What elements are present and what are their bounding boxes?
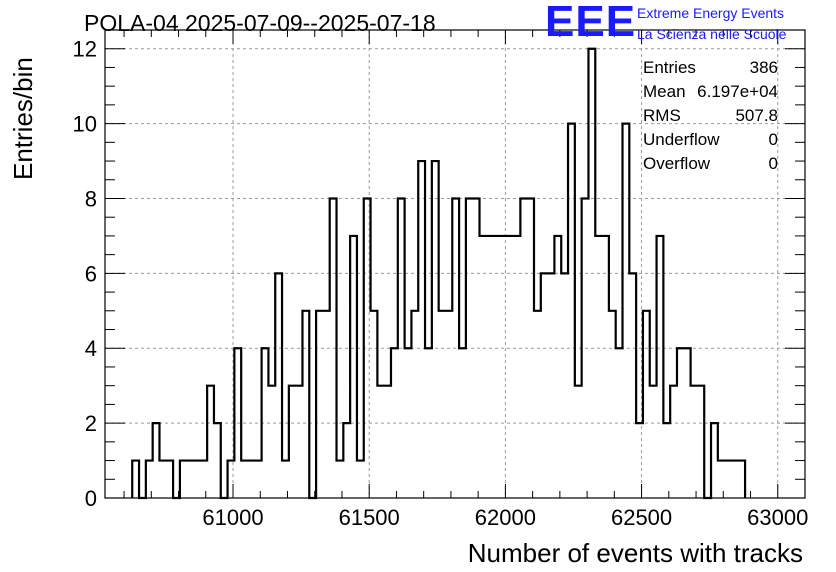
axis-ticks [105,29,806,499]
y-tick-label: 0 [85,486,97,511]
stats-label: Mean [643,82,686,101]
y-tick-label: 12 [73,37,97,62]
x-tick-label: 62500 [611,505,672,530]
x-tick-label: 62000 [475,505,536,530]
x-axis-label: Number of events with tracks [468,538,803,568]
stats-label: Underflow [643,130,720,149]
y-tick-label: 10 [73,112,97,137]
y-tick-label: 8 [85,186,97,211]
y-axis-label: Entries/bin [8,57,38,180]
y-tick-label: 4 [85,336,97,361]
tick-labels: 61000 61500 62000 62500 63000 0 2 4 6 8 10 12 [73,37,809,530]
stats-value: 0 [768,130,778,149]
stats-row-mean: Mean 6.197e+04 [643,82,778,106]
chart-title: POLA-04 2025-07-09--2025-07-18 [84,10,436,36]
stats-row-rms: RMS 507.8 [643,106,778,130]
x-tick-label: 63000 [747,505,808,530]
histogram-line [131,47,747,500]
stats-box: Entries 386 Mean 6.197e+04 RMS 507.8 Und… [643,58,778,178]
stats-label: Entries [643,58,696,77]
logo-text-line-1: Extreme Energy Events [637,5,785,21]
plot-frame [104,29,806,499]
x-tick-label: 61000 [202,505,263,530]
stats-value: 386 [749,58,778,77]
eee-logo-mark: EEE [545,0,637,46]
stats-value: 6.197e+04 [697,82,778,101]
stats-row-underflow: Underflow 0 [643,130,778,154]
stats-value: 0 [768,154,778,173]
y-tick-label: 6 [85,261,97,286]
stats-label: Overflow [643,154,711,173]
logo-text-line-2: La Scienza nelle Scuole [637,26,787,42]
stats-label: RMS [643,106,681,125]
y-tick-label: 2 [85,411,97,436]
stats-row-overflow: Overflow 0 [643,154,778,178]
stats-value: 507.8 [735,106,778,125]
x-tick-label: 61500 [339,505,400,530]
stats-row-entries: Entries 386 [643,58,778,82]
